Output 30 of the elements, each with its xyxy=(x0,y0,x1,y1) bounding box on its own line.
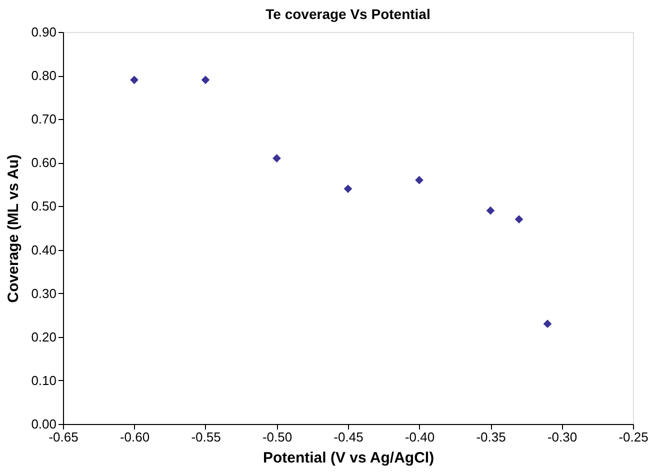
y-tick-label: 0.90 xyxy=(31,24,56,40)
x-tick-label: -0.60 xyxy=(120,430,150,444)
y-tick-label: 0.50 xyxy=(31,198,56,214)
x-tick-label: -0.65 xyxy=(48,430,78,444)
point xyxy=(415,176,424,184)
y-tick-label: 0.00 xyxy=(31,416,56,432)
y-tick-label: 0.30 xyxy=(31,286,56,301)
y-tick-label: 0.10 xyxy=(31,372,56,388)
point xyxy=(344,184,352,193)
y-tick-label: 0.80 xyxy=(31,68,56,84)
y-tick-label: 0.70 xyxy=(31,112,56,127)
x-tick-label: -0.35 xyxy=(476,430,506,444)
point xyxy=(272,154,281,162)
x-tick-label: -0.55 xyxy=(191,430,221,444)
point xyxy=(514,215,524,224)
y-axis-title: Coverage (ML vs Au) xyxy=(5,154,22,303)
point xyxy=(486,206,495,215)
point xyxy=(130,76,138,84)
point xyxy=(201,76,210,84)
x-tick-label: -0.25 xyxy=(618,430,648,444)
x-tick-label: -0.45 xyxy=(334,430,364,444)
y-tick-label: 0.40 xyxy=(31,242,56,258)
y-tick-label: 0.60 xyxy=(31,155,56,170)
point xyxy=(543,320,552,328)
x-tick-label: -0.40 xyxy=(404,430,435,444)
x-tick-label: -0.50 xyxy=(262,430,292,444)
y-tick-label: 0.20 xyxy=(31,329,56,344)
x-tick-label: -0.30 xyxy=(547,430,578,444)
x-axis-title: Potential (V vs Ag/AgCl) xyxy=(262,450,434,466)
chart-title: Te coverage Vs Potential xyxy=(266,6,430,22)
